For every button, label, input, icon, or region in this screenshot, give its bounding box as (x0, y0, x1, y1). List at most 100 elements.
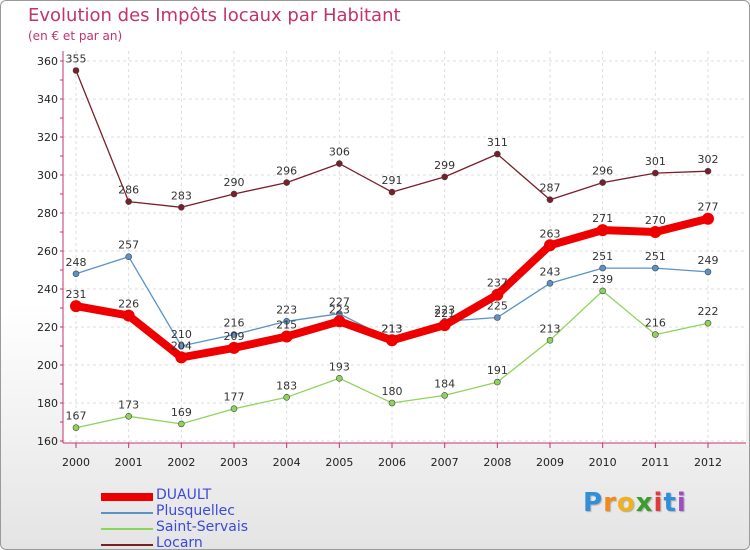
data-label-locarn: 290 (224, 176, 245, 189)
y-tick-label: 360 (37, 55, 58, 68)
data-point-duault (280, 330, 293, 343)
chart-subtitle: (en € et par an) (28, 29, 123, 43)
data-label-saint-servais: 184 (434, 377, 455, 390)
data-point-plusquellec (230, 331, 238, 338)
data-label-saint-servais: 193 (329, 360, 350, 373)
data-label-plusquellec: 251 (592, 250, 613, 263)
data-label-duault: 271 (592, 212, 613, 225)
data-point-saint-servais (704, 319, 712, 327)
data-point-duault (228, 341, 240, 354)
data-point-locarn (72, 67, 80, 74)
data-label-saint-servais: 177 (224, 391, 245, 404)
data-label-plusquellec: 223 (276, 303, 297, 316)
data-label-plusquellec: 210 (171, 328, 192, 341)
data-label-duault: 231 (66, 288, 87, 301)
data-label-plusquellec: 243 (540, 265, 561, 278)
x-tick-label: 2000 (62, 456, 90, 469)
data-label-locarn: 283 (171, 189, 192, 202)
data-label-saint-servais: 191 (487, 364, 508, 377)
data-label-saint-servais: 180 (382, 385, 403, 398)
data-label-duault: 237 (487, 277, 508, 290)
data-point-saint-servais (388, 399, 396, 407)
data-label-locarn: 287 (540, 182, 561, 195)
data-label-plusquellec: 257 (118, 239, 139, 252)
data-label-plusquellec: 216 (224, 317, 245, 330)
legend-swatch-duault (101, 493, 153, 501)
data-label-duault: 221 (434, 307, 455, 320)
x-tick-label: 2008 (483, 456, 511, 469)
chart-title: Evolution des Impôts locaux par Habitant (28, 5, 401, 26)
x-tick-label: 2010 (589, 456, 617, 469)
data-point-plusquellec (283, 317, 290, 325)
data-point-plusquellec (652, 264, 659, 272)
data-label-locarn: 302 (698, 153, 719, 166)
data-label-locarn: 306 (329, 146, 350, 159)
data-point-plusquellec (599, 264, 606, 272)
data-point-locarn (546, 196, 554, 203)
data-point-saint-servais (230, 405, 238, 413)
data-label-duault: 226 (118, 298, 139, 311)
data-label-duault: 263 (540, 227, 561, 240)
data-point-duault (544, 239, 556, 252)
data-point-duault (333, 315, 346, 328)
data-label-saint-servais: 167 (66, 410, 87, 423)
data-point-duault (438, 319, 451, 332)
data-label-duault: 204 (171, 339, 192, 352)
legend-swatch-locarn (101, 544, 153, 546)
x-tick-label: 2012 (694, 456, 722, 469)
data-point-duault (386, 334, 398, 347)
legend-label-plusquellec: Plusquellec (156, 503, 235, 519)
proxiti-logo: Proxiti (583, 488, 687, 518)
logo-letter: r (603, 488, 617, 518)
data-label-plusquellec: 225 (487, 300, 508, 313)
data-label-duault: 213 (382, 322, 403, 335)
data-label-locarn: 299 (434, 159, 455, 172)
logo-letter: t (663, 488, 677, 518)
legend-swatch-plusquellec (101, 512, 153, 514)
data-point-locarn (178, 204, 185, 211)
x-tick-label: 2004 (273, 456, 301, 469)
data-point-duault (596, 224, 609, 237)
x-tick-label: 2002 (167, 456, 195, 469)
data-label-locarn: 355 (66, 53, 87, 66)
logo-letter: o (616, 488, 636, 518)
data-label-saint-servais: 173 (118, 398, 139, 411)
series-locarn: 355 286 283 290 296 306 291 299 311 287 296 301 302 (66, 53, 719, 211)
data-label-duault: 209 (224, 330, 245, 343)
data-point-plusquellec (125, 253, 132, 260)
data-point-locarn (230, 190, 238, 198)
x-tick-label: 2007 (431, 456, 459, 469)
data-label-locarn: 296 (276, 165, 297, 178)
data-label-plusquellec: 249 (698, 254, 719, 267)
x-tick-label: 2006 (378, 456, 406, 469)
data-label-plusquellec: 227 (329, 296, 350, 309)
data-label-saint-servais: 239 (592, 273, 613, 286)
data-point-saint-servais (178, 420, 185, 428)
x-tick-label: 2005 (325, 456, 353, 469)
data-point-duault (70, 300, 82, 313)
y-tick-label: 240 (37, 283, 58, 296)
data-point-saint-servais (72, 424, 80, 432)
x-tick-label: 2011 (641, 456, 669, 469)
data-point-locarn (283, 179, 290, 186)
legend-swatch-saint-servais (101, 528, 153, 530)
data-point-saint-servais (283, 393, 290, 401)
logo-letter: x (635, 488, 654, 518)
data-label-saint-servais: 213 (540, 322, 561, 335)
data-label-saint-servais: 222 (698, 305, 719, 318)
y-tick-label: 340 (37, 93, 58, 106)
data-point-duault (702, 212, 714, 225)
y-tick-label: 260 (37, 245, 58, 258)
legend-label-locarn: Locarn (156, 535, 203, 550)
data-point-saint-servais (441, 392, 448, 399)
series-duault: 231 226 204 209 215 223 213 221 237 263 271 270 277 (66, 201, 719, 364)
y-tick-label: 180 (37, 397, 58, 410)
data-point-locarn (704, 167, 712, 175)
series-saint-servais: 167 173 169 177 183 193 180 184 191 213 239 216 222 (66, 273, 719, 432)
y-tick-label: 280 (37, 207, 58, 220)
data-point-saint-servais (494, 378, 501, 386)
data-point-saint-servais (546, 336, 554, 344)
